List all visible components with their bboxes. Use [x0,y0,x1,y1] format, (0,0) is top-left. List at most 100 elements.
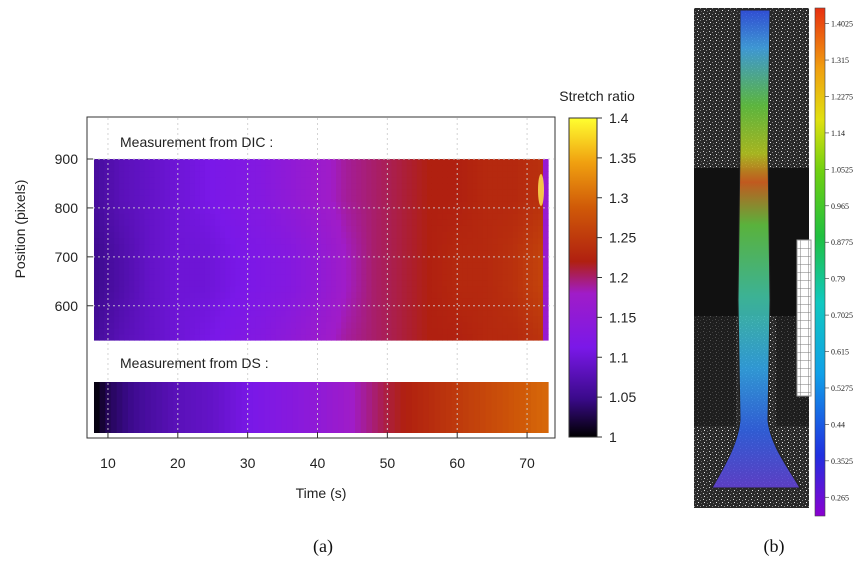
dic-cell [326,279,332,287]
dic-cell [250,219,257,226]
dic-cell [139,171,146,178]
dic-cell [315,267,322,275]
dic-cell [391,321,398,329]
dic-cell [275,165,282,172]
dic-cell [326,183,332,190]
dic-cell [381,159,388,166]
dic-cell [124,279,130,287]
dic-cell [280,333,287,341]
dic-cell [280,171,287,178]
ds-cell [360,382,368,433]
dic-cell [255,255,262,263]
dic-cell [129,273,135,281]
dic-cell [431,207,438,214]
dic-cell [265,207,272,214]
dic-cell [487,285,494,293]
dic-cell [527,315,534,323]
dic-cell [295,249,302,257]
dic-cell [144,171,151,178]
dic-cell [260,201,267,208]
dic-cell [532,201,539,208]
dic-cell [396,273,403,281]
dic-cell [406,315,413,323]
dic-cell [361,297,367,305]
dic-cell [416,285,423,293]
dic-cell [321,309,327,317]
dic-cell [341,207,347,214]
dic-cell [487,219,494,226]
dic-cell [134,309,140,317]
dic-cell [386,261,393,269]
dic-cell [437,279,443,287]
dic-cell [401,237,408,245]
dic-cell [457,183,463,190]
dic-cell [351,165,357,172]
dic-cell [230,279,236,287]
dic-cell [396,201,403,208]
dic-cell [104,231,110,239]
dic-cell [482,177,489,184]
dic-cell [462,243,468,251]
dic-cell [452,237,458,245]
dic-cell [124,195,130,202]
dic-cell [255,195,262,202]
dic-cell [290,297,297,305]
dic-cell [93,171,100,178]
dic-cell [265,201,272,208]
dic-cell [462,333,468,341]
caption-b: (b) [764,536,785,557]
dic-cell [285,297,292,305]
dic-cell [371,291,378,299]
dic-cell [421,273,428,281]
dic-cell [119,171,125,178]
dic-cell [174,273,181,281]
dic-cell [421,219,428,226]
dic-cell [265,261,272,269]
dic-cell [512,195,519,202]
dic-cell [321,315,327,323]
dic-cell [99,237,105,245]
dic-cell [472,201,478,208]
dic-cell [215,165,221,172]
dic-cell [300,291,307,299]
dic-cell [396,249,403,257]
dic-cell [305,267,312,275]
dic-cell [215,291,221,299]
dic-cell [321,183,327,190]
dic-cell [265,177,272,184]
dic-cell [447,255,453,263]
dic-cell [517,243,524,251]
dic-cell [285,177,292,184]
dic-cell [326,321,332,329]
dic-cell [326,327,332,335]
dic-cell [507,213,514,220]
dic-cell [230,237,236,245]
dic-cell [416,225,423,232]
dic-cell [381,255,388,263]
dic-cell [381,297,388,305]
dic-cell [517,333,524,341]
dic-cell [215,321,221,329]
dic-cell [502,159,509,166]
dic-cell [315,207,322,214]
dic-cell [154,315,161,323]
dic-cell [416,279,423,287]
dic-cell [437,321,443,329]
dic-cell [134,279,140,287]
dic-cell [124,237,130,245]
dic-cell [522,195,529,202]
dic-cell [119,261,125,269]
dic-cell [411,249,418,257]
dic-cell [331,243,337,251]
ruler-scale [796,239,812,397]
dic-cell [305,159,312,166]
dic-cell [421,321,428,329]
dic-cell [326,255,332,263]
dic-cell [270,159,277,166]
dic-cell [184,237,191,245]
dic-cell [331,165,337,172]
dic-cell [502,213,509,220]
dic-cell [154,249,161,257]
dic-cell [109,225,115,232]
dic-cell [199,309,206,317]
